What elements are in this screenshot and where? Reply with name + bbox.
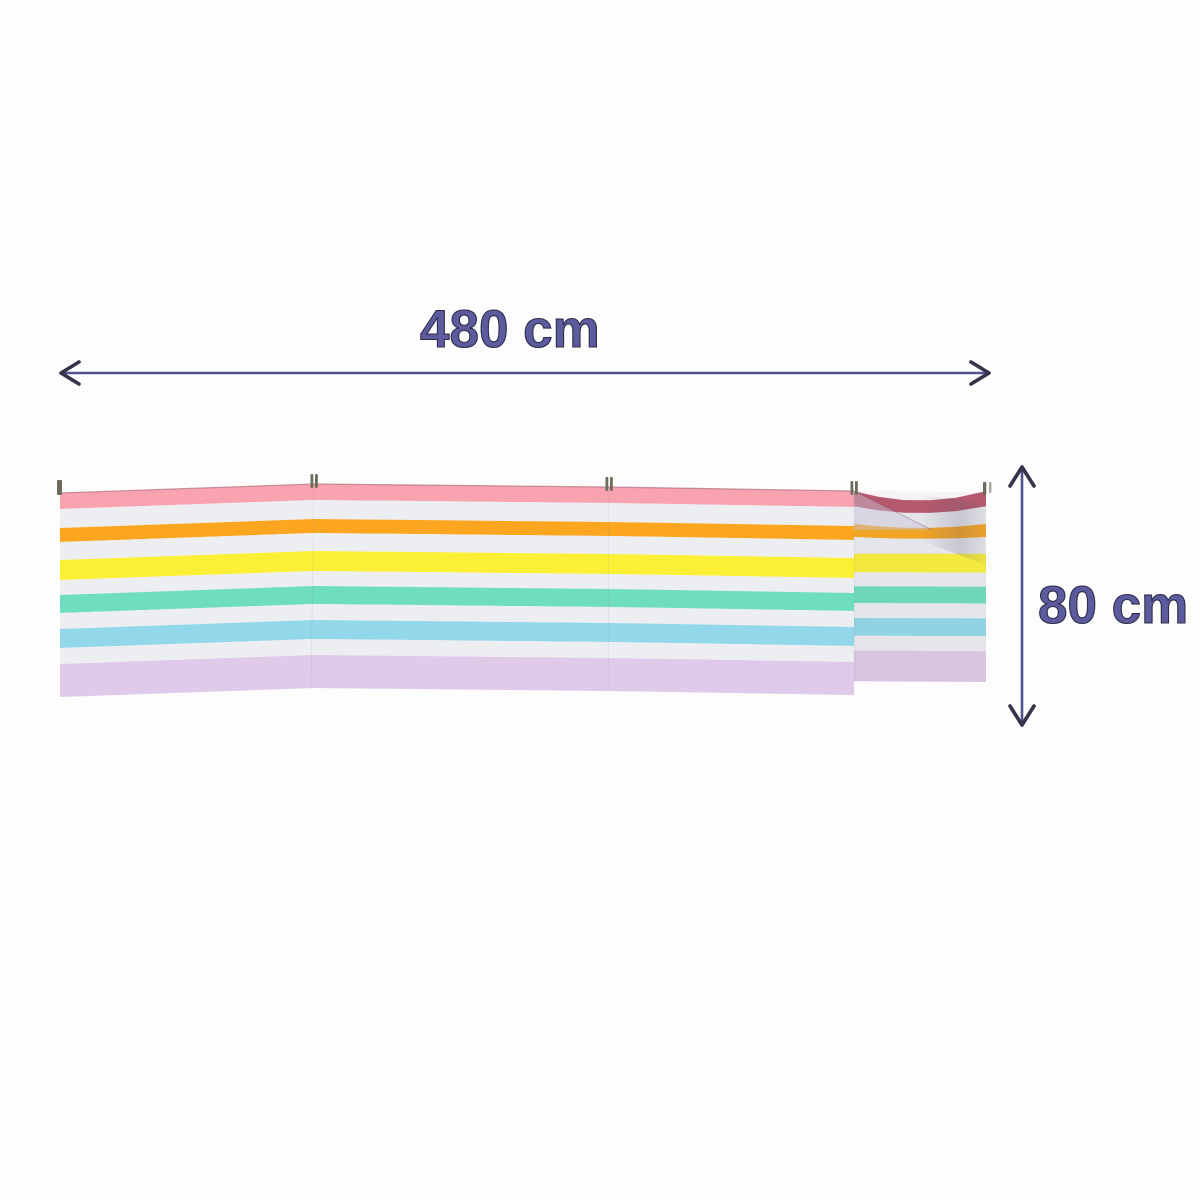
svg-text:480 cm: 480 cm <box>420 300 600 359</box>
svg-text:80 cm: 80 cm <box>1038 576 1188 635</box>
